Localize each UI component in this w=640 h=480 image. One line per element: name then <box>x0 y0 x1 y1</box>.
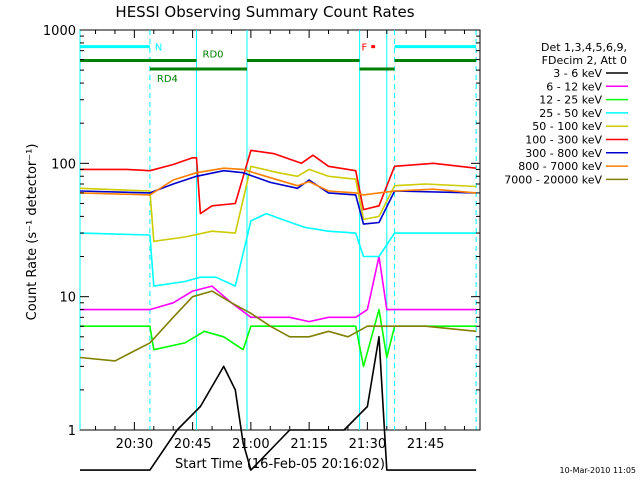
legend-label-50-100-kev: 50 - 100 keV <box>532 120 602 133</box>
flag-bars: N F RD0 RD4 <box>80 43 477 85</box>
x-tick-label-1: 20:45 <box>174 437 211 452</box>
x-tick-label-5: 21:45 <box>407 437 444 452</box>
series-line-100-300-kev <box>80 149 477 215</box>
series-line-3-6-kev <box>80 336 477 471</box>
timestamp: 10-Mar-2010 11:05 <box>560 466 637 475</box>
legend-label-6-12-kev: 6 - 12 keV <box>546 80 602 93</box>
x-tick-label-0: 20:30 <box>116 437 153 452</box>
legend-label-300-800-kev: 300 - 800 keV <box>525 147 602 160</box>
plot-area <box>79 29 481 431</box>
plot-frame <box>79 29 481 431</box>
y-axis-label: Count Rate (s⁻¹ detector⁻¹) <box>25 144 40 321</box>
series-line-800-7000-kev <box>79 167 477 196</box>
y-tick-label-0: 1 <box>68 424 76 439</box>
series-line-50-100-kev <box>79 165 477 243</box>
legend-label-800-7000-kev: 800 - 7000 keV <box>518 160 602 173</box>
axes: 20:30 20:45 21:00 21:15 21:30 21:45 1 10 100 1000 <box>43 24 480 452</box>
legend-label-12-25-kev: 12 - 25 keV <box>539 94 602 107</box>
series-line-25-50-kev <box>79 212 477 287</box>
chart-title: HESSI Observing Summary Count Rates <box>115 3 414 21</box>
flag-n-label: N <box>155 43 162 54</box>
y-tick-label-3: 1000 <box>43 24 76 39</box>
flag-rd0-label: RD0 <box>203 50 224 61</box>
legend-header-line1: Det 1,3,4,5,6,9, <box>541 41 627 54</box>
series-layer <box>79 149 477 471</box>
x-tick-label-3: 21:15 <box>290 437 327 452</box>
flag-f-label: F <box>361 43 367 54</box>
series-line-300-800-kev <box>79 169 477 225</box>
legend-label-7000-20000-kev: 7000 - 20000 keV <box>504 173 602 186</box>
y-tick-label-1: 10 <box>59 291 76 306</box>
vertical-markers <box>79 30 477 430</box>
legend-header-line2: FDecim 2, Att 0 <box>542 54 627 67</box>
flag-rd4-label: RD4 <box>157 74 178 85</box>
x-tick-label-4: 21:30 <box>349 437 386 452</box>
legend: Det 1,3,4,5,6,9, FDecim 2, Att 0 3 - 6 k… <box>504 41 628 186</box>
x-axis-label: Start Time (16-Feb-05 20:16:02) <box>175 457 385 472</box>
legend-label-25-50-kev: 25 - 50 keV <box>539 107 602 120</box>
legend-label-3-6-kev: 3 - 6 keV <box>553 67 602 80</box>
series-line-7000-20000-kev <box>79 290 477 362</box>
legend-label-100-300-kev: 100 - 300 keV <box>525 134 602 147</box>
series-line-6-12-kev <box>80 255 477 323</box>
x-tick-label-2: 21:00 <box>232 437 269 452</box>
y-tick-label-2: 100 <box>51 157 76 172</box>
